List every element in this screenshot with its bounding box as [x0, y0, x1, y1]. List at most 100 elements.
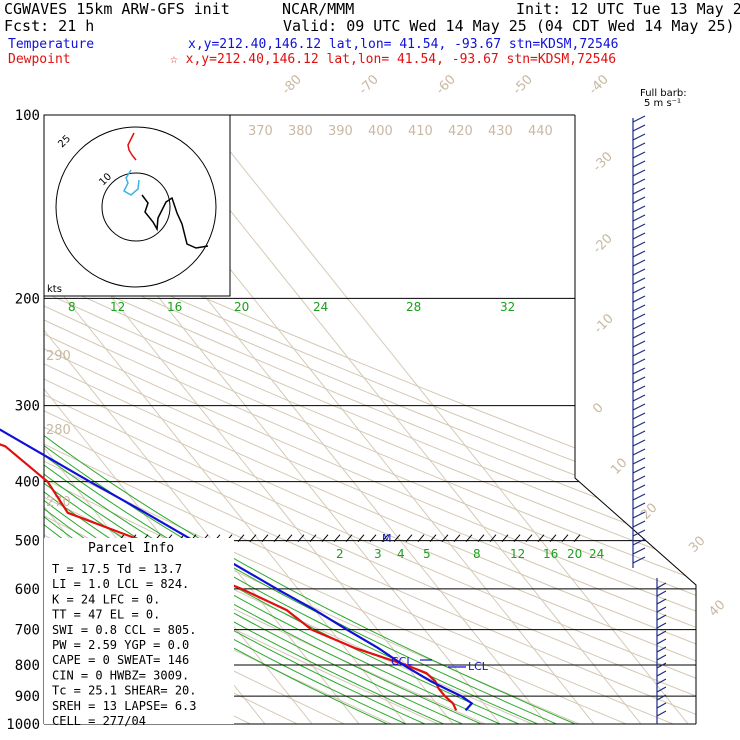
parcel-info-box: Parcel Info T = 17.5 Td = 13.7LI = 1.0 L… — [44, 538, 234, 728]
hatch-mark — [549, 534, 557, 542]
ccl-marker: CCL — [391, 655, 413, 668]
pressure-tick-label: 200 — [15, 291, 40, 307]
parcel-info-row: K = 24 LFC = 0. — [52, 592, 160, 606]
barb-flag — [656, 686, 667, 693]
theta-label: 400 — [368, 124, 393, 139]
pressure-tick-label: 400 — [15, 475, 40, 491]
mixing-ratio-label: 8 — [473, 547, 481, 561]
barb-flag — [632, 340, 646, 348]
mixing-ratio-label: 12 — [110, 300, 125, 314]
barb-flag — [656, 606, 667, 613]
hatch-mark — [321, 534, 329, 542]
barb-flag — [632, 475, 646, 483]
theta-label: 410 — [408, 124, 433, 139]
isotherm-label: 0 — [590, 400, 606, 416]
org-title: NCAR/MMM — [282, 0, 354, 18]
hatch-mark — [261, 534, 269, 542]
parcel-info-row: Tc = 25.1 SHEAR= 20. — [52, 684, 197, 698]
hatch-mark — [309, 534, 317, 542]
pressure-tick-label: 300 — [15, 399, 40, 415]
barb-flag — [656, 622, 667, 629]
barb-flag — [656, 694, 667, 701]
isotherm-label: -60 — [433, 72, 459, 98]
parcel-info-row: CAPE = 0 SWEAT= 146 — [52, 653, 189, 667]
barb-flag — [656, 670, 667, 677]
barb-flag — [632, 295, 646, 303]
barb-flag — [632, 484, 646, 492]
barb-flag — [632, 331, 646, 339]
isotherm-label: 10 — [608, 456, 630, 478]
hatch-mark — [513, 534, 521, 542]
barb-flag — [632, 232, 646, 240]
mixing-ratio-label: 8 — [68, 300, 76, 314]
barb-flag — [632, 448, 646, 456]
barb-flag — [656, 598, 667, 605]
barb-flag — [656, 646, 667, 653]
barb-flag — [656, 654, 667, 661]
barb-flag — [632, 322, 646, 330]
dry-adiabat-line — [44, 115, 674, 724]
hatch-mark — [405, 534, 413, 542]
hatch-mark — [501, 534, 509, 542]
barb-flag — [632, 205, 646, 213]
parcel-info-title: Parcel Info — [88, 541, 174, 556]
mixing-ratio-label: 16 — [167, 300, 182, 314]
hatch-mark — [453, 534, 461, 542]
hatch-mark — [429, 534, 437, 542]
barb-flag — [632, 511, 646, 519]
barb-flag — [632, 277, 646, 285]
barb-flag — [632, 376, 646, 384]
hatch-mark — [273, 534, 281, 542]
barb-flag — [656, 662, 667, 669]
barb-flag — [656, 590, 667, 597]
barb-flag — [632, 538, 646, 546]
barb-flag — [656, 614, 667, 621]
mixing-ratio-label: 20 — [234, 300, 249, 314]
barb-flag — [632, 304, 646, 312]
barb-flag — [632, 196, 646, 204]
hatch-mark — [333, 534, 341, 542]
barb-flag — [632, 259, 646, 267]
pressure-tick-label: 600 — [15, 582, 40, 598]
dewpoint-location: ☆ x,y=212.40,146.12 lat,lon= 41.54, -93.… — [170, 52, 616, 67]
barb-flag — [632, 214, 646, 222]
parcel-info-row: SWI = 0.8 CCL = 805. — [52, 623, 197, 637]
dry-adiabat-line — [44, 115, 696, 724]
temperature-legend: Temperature — [8, 37, 94, 52]
dry-adiabat-line — [44, 115, 696, 724]
dry-adiabat-line — [44, 115, 696, 724]
hodograph: 25 10 kts — [43, 114, 231, 297]
barb-flag — [632, 394, 646, 402]
barb-flag — [632, 412, 646, 420]
barb-flag — [632, 169, 646, 177]
wind-barbs — [632, 115, 667, 724]
temperature-location: x,y=212.40,146.12 lat,lon= 41.54, -93.67… — [188, 37, 618, 52]
barb-scale-unit: 5 m s⁻¹ — [644, 98, 681, 109]
hodograph-trace-upper — [127, 132, 137, 161]
barb-flag — [632, 268, 646, 276]
barb-flag — [632, 421, 646, 429]
dry-adiabat-line — [44, 115, 696, 724]
pressure-tick-label: 100 — [15, 108, 40, 124]
isotherm-label: -30 — [590, 149, 616, 175]
barb-flag — [656, 630, 667, 637]
barb-flag — [656, 702, 667, 709]
dewpoint-legend: Dewpoint — [8, 52, 71, 67]
dry-adiabat-line — [44, 115, 345, 724]
dry-adiabat-line — [44, 115, 696, 724]
theta-label: 370 — [248, 124, 273, 139]
barb-flag — [632, 241, 646, 249]
hatch-mark — [369, 534, 377, 542]
hatch-mark — [477, 534, 485, 542]
parcel-info-row: TT = 47 EL = 0. — [52, 608, 160, 622]
hatch-mark — [525, 534, 533, 542]
barb-flag — [632, 457, 646, 465]
m-marker: M — [382, 532, 392, 545]
theta-label: 430 — [488, 124, 513, 139]
isotherm-label: 20 — [638, 501, 660, 523]
barb-flag — [632, 367, 646, 375]
hatch-mark — [357, 534, 365, 542]
parcel-info-row: CIN = 0 HWBZ= 3009. — [52, 668, 189, 682]
mixing-ratio-label: 5 — [423, 547, 431, 561]
barb-flag — [632, 187, 646, 195]
